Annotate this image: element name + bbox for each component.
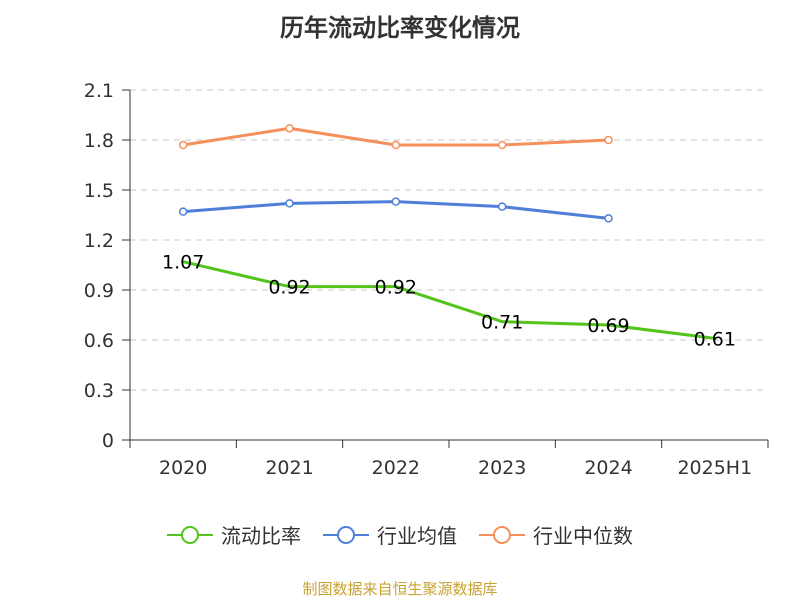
data-point xyxy=(391,140,401,150)
data-labels: 1.07 0.92 0.92 0.71 0.69 0.61 xyxy=(162,252,736,351)
legend: 流动比率 行业均值 行业中位数 xyxy=(0,520,800,549)
legend-label: 行业中位数 xyxy=(533,524,633,548)
legend-item-industry-median[interactable]: 行业中位数 xyxy=(479,520,633,549)
x-tick-label: 2025H1 xyxy=(677,457,752,479)
legend-label: 行业均值 xyxy=(377,524,457,548)
x-tick-label: 2024 xyxy=(584,457,632,479)
data-label: 0.61 xyxy=(694,328,736,350)
legend-item-industry-mean[interactable]: 行业均值 xyxy=(323,520,457,549)
data-label: 0.69 xyxy=(587,315,629,337)
data-label: 0.92 xyxy=(375,277,417,299)
chart-title: 历年流动比率变化情况 xyxy=(280,14,520,42)
grid-lines xyxy=(130,89,768,391)
x-tick-label: 2023 xyxy=(478,457,526,479)
data-label: 0.71 xyxy=(481,312,523,334)
y-tick-label: 0.6 xyxy=(84,330,114,352)
data-point xyxy=(497,140,507,150)
data-point xyxy=(178,140,188,150)
data-point xyxy=(604,214,613,223)
y-tick-label: 0.3 xyxy=(84,380,114,402)
y-tick-label: 0.9 xyxy=(84,280,114,302)
data-point xyxy=(285,199,294,208)
y-tick-label: 1.2 xyxy=(84,230,114,252)
legend-marker-blue xyxy=(323,525,369,544)
data-label: 1.07 xyxy=(162,252,204,274)
legend-marker-orange xyxy=(479,525,525,544)
data-point xyxy=(497,202,507,211)
y-tick-label: 2.1 xyxy=(84,80,114,102)
y-tick-label: 0 xyxy=(102,430,114,452)
legend-item-current-ratio[interactable]: 流动比率 xyxy=(167,520,301,549)
x-tick-label: 2020 xyxy=(159,457,207,479)
axes: 0 0.3 0.6 0.9 1.2 1.5 1.8 2.1 2020 2021 2022 2023 20… xyxy=(84,80,769,479)
series-line xyxy=(182,260,716,340)
data-point xyxy=(604,135,613,145)
y-tick-label: 1.8 xyxy=(84,130,114,152)
legend-marker-green xyxy=(167,525,213,544)
data-point xyxy=(391,197,401,206)
data-label: 0.92 xyxy=(268,277,310,299)
series-lines xyxy=(178,124,716,340)
x-tick-label: 2021 xyxy=(265,457,313,479)
data-point xyxy=(178,207,188,216)
source-footer: 制图数据来自恒生聚源数据库 xyxy=(302,580,498,598)
x-tick-label: 2022 xyxy=(372,457,420,479)
y-tick-label: 1.5 xyxy=(84,180,114,202)
data-point xyxy=(285,124,294,133)
legend-label: 流动比率 xyxy=(221,524,301,548)
